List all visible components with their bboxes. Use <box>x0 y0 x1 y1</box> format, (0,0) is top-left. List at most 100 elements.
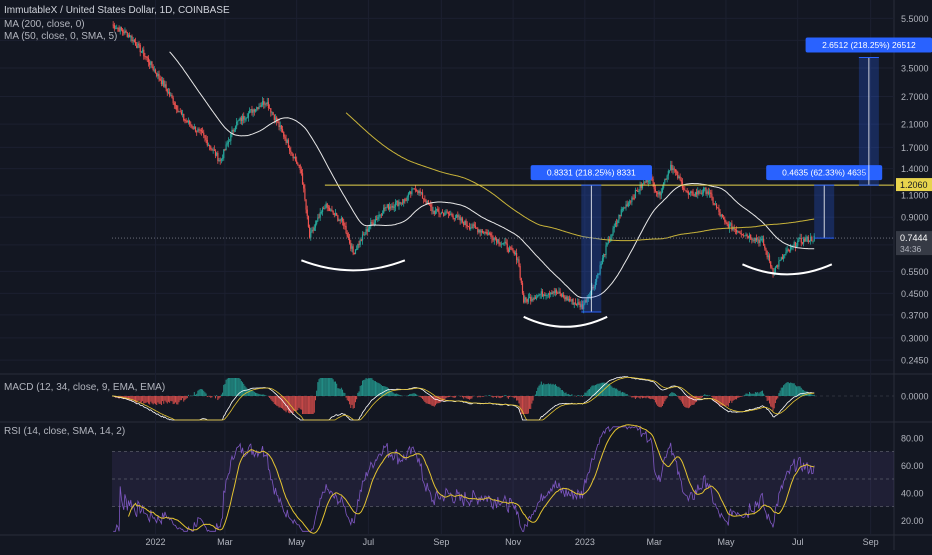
macd-histogram-bar <box>704 394 705 396</box>
candle-body <box>158 74 159 79</box>
macd-histogram-bar <box>676 395 677 396</box>
macd-histogram-bar <box>460 396 461 397</box>
candle-body <box>549 293 550 294</box>
macd-histogram-bar <box>701 396 702 398</box>
macd-histogram-bar <box>434 396 435 407</box>
candle-body <box>362 235 363 241</box>
macd-histogram-bar <box>544 384 545 396</box>
candle-body <box>441 212 442 213</box>
macd-histogram-bar <box>715 396 716 402</box>
candle-body <box>213 149 214 150</box>
rsi-legend[interactable]: RSI (14, close, SMA, 14, 2) <box>4 426 125 437</box>
candle-body <box>771 266 772 268</box>
macd-histogram-bar <box>790 383 791 396</box>
candle-body <box>714 203 715 204</box>
candle-body <box>178 112 179 113</box>
macd-legend[interactable]: MACD (12, 34, close, 9, EMA, EMA) <box>4 382 165 393</box>
macd-histogram-bar <box>530 396 531 409</box>
macd-histogram-bar <box>501 396 502 398</box>
macd-histogram-bar <box>597 384 598 396</box>
candle-body <box>808 237 809 242</box>
candle-body <box>329 208 330 211</box>
price-tick-label: 3.5000 <box>901 64 929 74</box>
macd-histogram-bar <box>763 394 764 396</box>
macd-histogram-bar <box>591 386 592 396</box>
macd-histogram-bar <box>304 396 305 414</box>
macd-histogram-bar <box>359 391 360 396</box>
candle-body <box>510 247 511 248</box>
candle-body <box>353 246 354 253</box>
macd-histogram-bar <box>760 392 761 396</box>
candle-body <box>380 215 381 216</box>
macd-histogram-bar <box>756 393 757 396</box>
candle-body <box>133 40 134 41</box>
candle-body <box>481 231 482 233</box>
candle-body <box>712 197 713 203</box>
ma50-legend[interactable]: MA (50, close, 0, SMA, 5) <box>4 31 117 42</box>
macd-histogram-bar <box>364 380 365 396</box>
candle-body <box>318 218 319 219</box>
candle-body <box>794 242 795 245</box>
candle-body <box>128 35 129 37</box>
candle-body <box>488 233 489 235</box>
macd-histogram-bar <box>515 396 516 398</box>
price-tick-label: 1.7000 <box>901 143 929 153</box>
macd-histogram-bar <box>188 395 189 396</box>
candle-body <box>624 208 625 209</box>
candle-body <box>278 122 279 127</box>
candle-body <box>436 209 437 210</box>
candle-body <box>131 36 132 41</box>
candle-body <box>537 295 538 297</box>
candle-body <box>798 238 799 241</box>
candle-body <box>267 102 268 104</box>
macd-histogram-bar <box>621 392 622 396</box>
macd-histogram-bar <box>217 396 218 400</box>
candle-body <box>802 243 803 244</box>
candle-body <box>505 242 506 244</box>
candle-body <box>117 28 118 29</box>
candle-body <box>523 293 524 302</box>
candle-body <box>422 192 423 198</box>
macd-histogram-bar <box>654 396 655 400</box>
candle-body <box>396 201 397 202</box>
macd-histogram-bar <box>177 396 178 404</box>
candle-body <box>137 44 138 48</box>
candle-body <box>477 229 478 233</box>
candle-body <box>195 126 196 131</box>
candle-body <box>710 193 711 194</box>
price-tick-label: 5.5000 <box>901 14 929 24</box>
candle-body <box>655 189 656 191</box>
macd-histogram-bar <box>678 396 679 399</box>
macd-histogram-bar <box>197 391 198 396</box>
time-tick-label: Jul <box>363 537 375 547</box>
candle-body <box>741 233 742 234</box>
candle-body <box>630 202 631 203</box>
candle-body <box>169 92 170 95</box>
macd-histogram-bar <box>741 396 742 397</box>
candle-body <box>618 215 619 220</box>
macd-histogram-bar <box>264 395 265 396</box>
macd-histogram-bar <box>653 396 654 399</box>
candle-body <box>812 241 813 242</box>
macd-histogram-bar <box>504 395 505 396</box>
macd-histogram-bar <box>262 395 263 396</box>
candle-body <box>258 106 259 109</box>
macd-histogram-bar <box>783 385 784 396</box>
macd-histogram-bar <box>400 395 401 396</box>
candle-body <box>315 224 316 228</box>
candle-body <box>548 293 549 295</box>
macd-histogram-bar <box>631 396 632 398</box>
symbol-title[interactable]: ImmutableX / United States Dollar, 1D, C… <box>4 5 230 16</box>
candle-body <box>638 191 639 192</box>
candle-body <box>240 118 241 120</box>
ma200-legend[interactable]: MA (200, close, 0) <box>4 19 85 30</box>
candle-body <box>253 110 254 113</box>
macd-histogram-bar <box>523 396 524 414</box>
macd-histogram-bar <box>324 378 325 396</box>
candle-body <box>676 172 677 173</box>
time-tick-label: 2023 <box>575 537 595 547</box>
candle-body <box>607 243 608 246</box>
macd-histogram-bar <box>242 382 243 396</box>
